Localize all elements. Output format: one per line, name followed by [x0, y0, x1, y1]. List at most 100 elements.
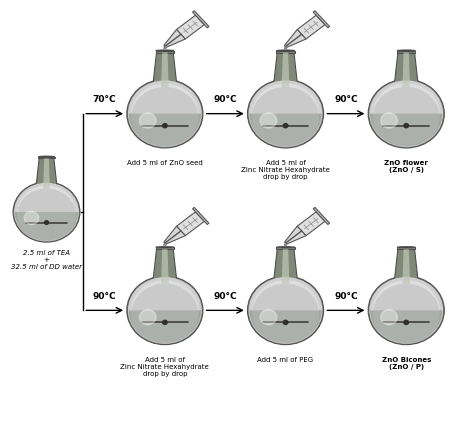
Polygon shape [161, 249, 169, 284]
Circle shape [283, 124, 288, 128]
Wedge shape [15, 212, 78, 241]
Wedge shape [370, 310, 442, 343]
Bar [276, 50, 295, 53]
Text: 90°C: 90°C [213, 292, 237, 301]
Polygon shape [164, 226, 185, 244]
Polygon shape [282, 249, 289, 284]
Circle shape [131, 84, 198, 144]
Polygon shape [282, 53, 289, 87]
Circle shape [260, 310, 277, 325]
Polygon shape [273, 249, 298, 284]
Text: ZnO Bicones
(ZnO / P): ZnO Bicones (ZnO / P) [382, 357, 431, 370]
Ellipse shape [276, 247, 295, 248]
Text: 90°C: 90°C [334, 95, 358, 104]
Ellipse shape [397, 247, 415, 248]
Text: 2.5 ml of TEA
+
32.5 ml of DD water: 2.5 ml of TEA + 32.5 ml of DD water [11, 250, 82, 270]
Polygon shape [394, 53, 419, 87]
Wedge shape [249, 310, 322, 343]
Circle shape [284, 244, 286, 245]
Bar [156, 247, 174, 249]
Text: 70°C: 70°C [93, 95, 117, 104]
Circle shape [373, 84, 440, 144]
Circle shape [139, 113, 156, 128]
Polygon shape [402, 249, 410, 284]
Bar [276, 247, 295, 249]
Circle shape [13, 182, 80, 242]
Wedge shape [129, 114, 201, 146]
Circle shape [373, 87, 440, 147]
Polygon shape [284, 30, 306, 47]
Circle shape [368, 276, 444, 345]
Circle shape [139, 310, 156, 325]
Bar [38, 156, 55, 159]
Text: 90°C: 90°C [334, 292, 358, 301]
Circle shape [404, 320, 409, 324]
Circle shape [368, 79, 444, 148]
Ellipse shape [156, 247, 174, 248]
Text: Add 5 ml of PEG: Add 5 ml of PEG [257, 357, 314, 363]
Polygon shape [297, 15, 325, 39]
Ellipse shape [156, 50, 174, 51]
Polygon shape [192, 11, 209, 28]
Ellipse shape [38, 156, 55, 157]
Circle shape [247, 79, 324, 148]
Circle shape [249, 277, 322, 343]
Polygon shape [313, 207, 329, 224]
Text: Add 5 ml of ZnO seed: Add 5 ml of ZnO seed [127, 160, 203, 166]
Circle shape [252, 284, 319, 344]
Circle shape [163, 320, 167, 324]
Circle shape [164, 47, 166, 49]
Circle shape [127, 276, 203, 345]
Circle shape [284, 47, 286, 49]
Polygon shape [36, 159, 57, 189]
Circle shape [24, 212, 39, 225]
Circle shape [247, 276, 324, 345]
Ellipse shape [276, 50, 295, 51]
Polygon shape [164, 30, 185, 47]
Circle shape [17, 189, 76, 242]
Circle shape [164, 244, 166, 245]
Polygon shape [297, 212, 325, 236]
Text: 90°C: 90°C [213, 95, 237, 104]
Circle shape [131, 87, 198, 147]
Polygon shape [402, 53, 410, 87]
Ellipse shape [397, 50, 415, 51]
Bar [397, 247, 415, 249]
Circle shape [131, 280, 198, 340]
Text: ZnO flower
(ZnO / S): ZnO flower (ZnO / S) [384, 160, 428, 173]
Bar [156, 50, 174, 53]
Wedge shape [249, 114, 322, 146]
Polygon shape [43, 159, 50, 189]
Circle shape [369, 81, 443, 147]
Circle shape [14, 183, 79, 241]
Circle shape [404, 124, 409, 128]
Circle shape [260, 113, 277, 128]
Wedge shape [129, 310, 201, 343]
Text: Add 5 ml of
Zinc Nitrate Hexahydrate
drop by drop: Add 5 ml of Zinc Nitrate Hexahydrate dro… [120, 357, 209, 377]
Bar [397, 50, 415, 53]
Polygon shape [176, 212, 204, 236]
Polygon shape [153, 53, 177, 87]
Polygon shape [313, 11, 329, 28]
Polygon shape [273, 53, 298, 87]
Polygon shape [176, 15, 204, 39]
Text: Add 5 ml of
Zinc Nitrate Hexahydrate
drop by drop: Add 5 ml of Zinc Nitrate Hexahydrate dro… [241, 160, 330, 180]
Circle shape [369, 277, 443, 343]
Circle shape [127, 79, 203, 148]
Circle shape [128, 277, 202, 343]
Polygon shape [394, 249, 419, 284]
Circle shape [373, 284, 440, 344]
Circle shape [373, 280, 440, 340]
Circle shape [131, 284, 198, 344]
Circle shape [252, 84, 319, 144]
Text: 90°C: 90°C [93, 292, 117, 301]
Circle shape [381, 113, 398, 128]
Circle shape [128, 81, 202, 147]
Circle shape [45, 221, 48, 224]
Circle shape [17, 185, 76, 239]
Polygon shape [161, 53, 169, 87]
Polygon shape [284, 226, 306, 244]
Circle shape [252, 280, 319, 340]
Circle shape [163, 124, 167, 128]
Circle shape [249, 81, 322, 147]
